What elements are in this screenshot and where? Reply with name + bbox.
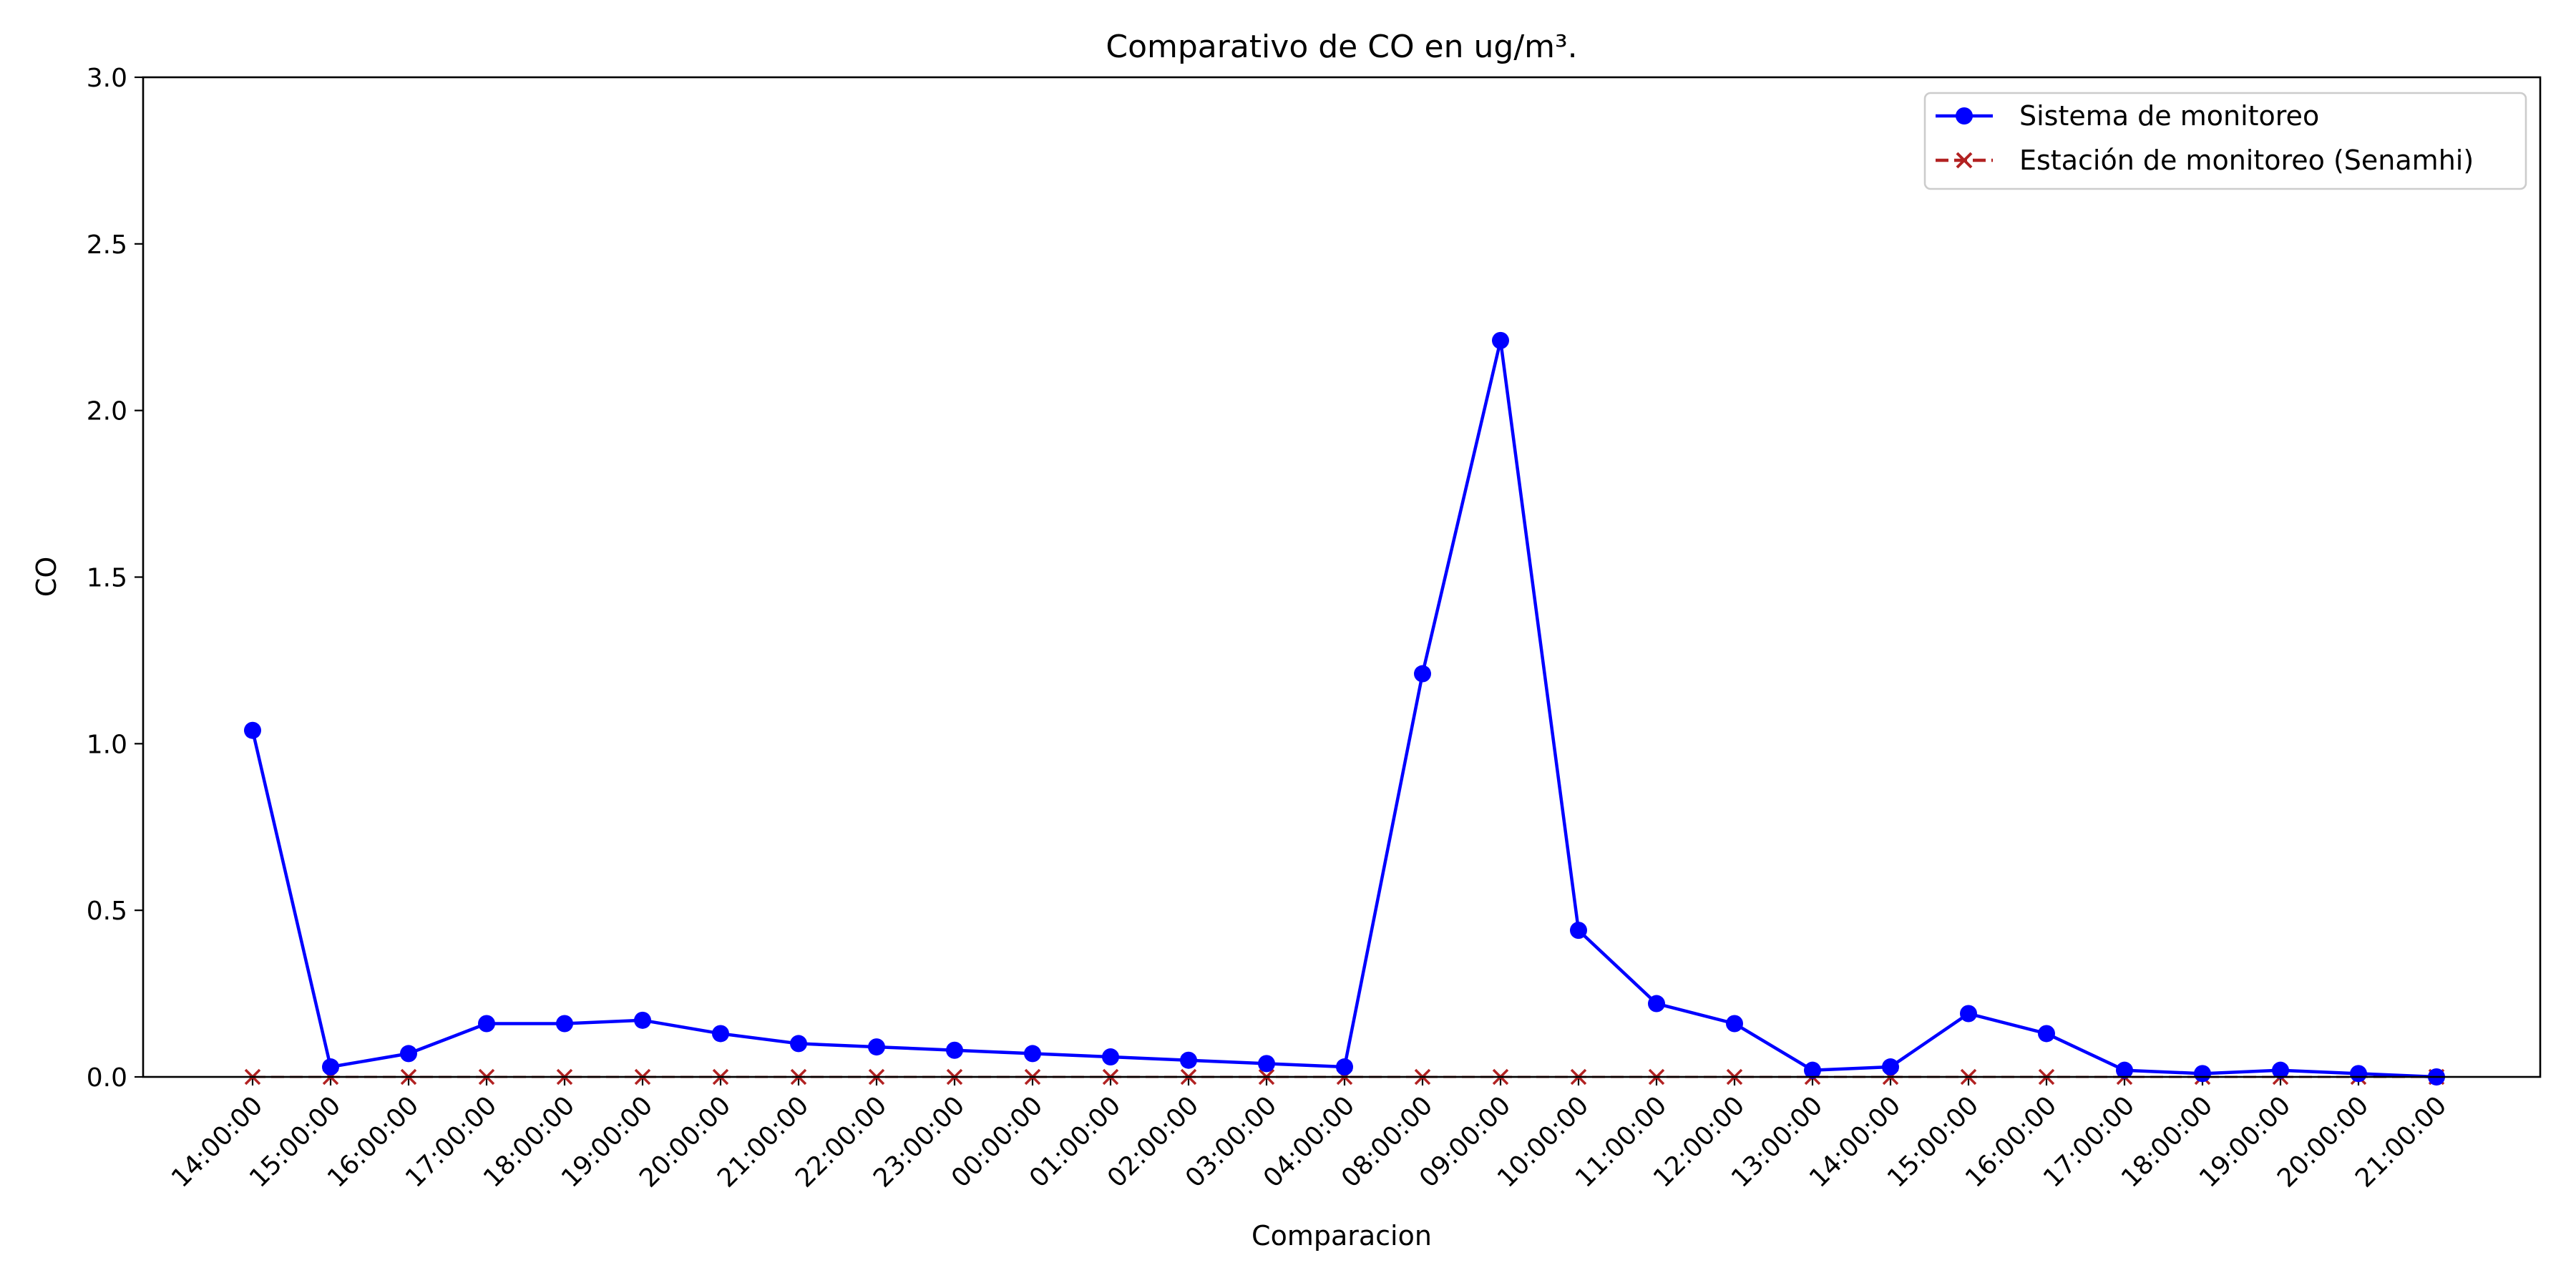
- legend: Sistema de monitoreo Estación de monitor…: [1923, 92, 2527, 190]
- x-axis-label: Comparacion: [1252, 1220, 1432, 1252]
- data-point: [2272, 1061, 2289, 1079]
- legend-marker-estacion: [1956, 152, 1973, 169]
- data-point: [400, 1045, 417, 1063]
- data-point: [244, 721, 261, 739]
- data-point: [868, 1038, 885, 1056]
- data-point: [1336, 1058, 1353, 1076]
- data-point: [2038, 1025, 2055, 1043]
- data-point: [1882, 1058, 1899, 1076]
- y-tick-label: 2.5: [87, 230, 127, 260]
- data-point: [1414, 665, 1431, 683]
- y-tick-label: 0.5: [87, 897, 127, 926]
- data-point: [1570, 922, 1587, 940]
- y-tick-label: 0.0: [87, 1063, 127, 1093]
- data-point: [2350, 1065, 2367, 1083]
- data-point: [634, 1011, 651, 1029]
- data-point: [1102, 1048, 1119, 1066]
- y-tick-label: 3.0: [87, 64, 127, 93]
- data-point: [712, 1025, 729, 1043]
- data-point: [1648, 995, 1665, 1013]
- series-layer: [244, 331, 2445, 1085]
- data-point: [322, 1058, 339, 1076]
- legend-label-estacion: Estación de monitoreo (Senamhi): [2019, 145, 2474, 176]
- data-point: [1024, 1045, 1041, 1063]
- legend-box: [1923, 92, 2527, 190]
- chart-title: Comparativo de CO en ug/m³.: [1106, 29, 1577, 65]
- data-point: [946, 1041, 963, 1059]
- data-point: [1960, 1005, 1977, 1023]
- data-point: [1180, 1051, 1197, 1069]
- plot-frame: [142, 76, 2542, 1078]
- y-tick-label: 1.5: [87, 564, 127, 593]
- data-point: [1804, 1061, 1821, 1079]
- legend-marker-sistema: [1956, 107, 1973, 125]
- data-point: [1492, 331, 1509, 349]
- data-point: [790, 1035, 807, 1053]
- y-axis-ticks: 0.0 0.5 1.0 1.5 2.0 2.5 3.0: [87, 64, 143, 1093]
- data-point: [478, 1015, 495, 1033]
- y-axis-label: CO: [31, 557, 62, 597]
- data-point: [2116, 1061, 2133, 1079]
- data-point: [1726, 1015, 1743, 1033]
- data-point: [1258, 1055, 1275, 1073]
- y-tick-label: 2.0: [87, 397, 127, 426]
- data-point: [556, 1015, 573, 1033]
- data-point: [2194, 1065, 2211, 1083]
- legend-label-sistema: Sistema de monitoreo: [2019, 100, 2319, 132]
- y-tick-label: 1.0: [87, 730, 127, 759]
